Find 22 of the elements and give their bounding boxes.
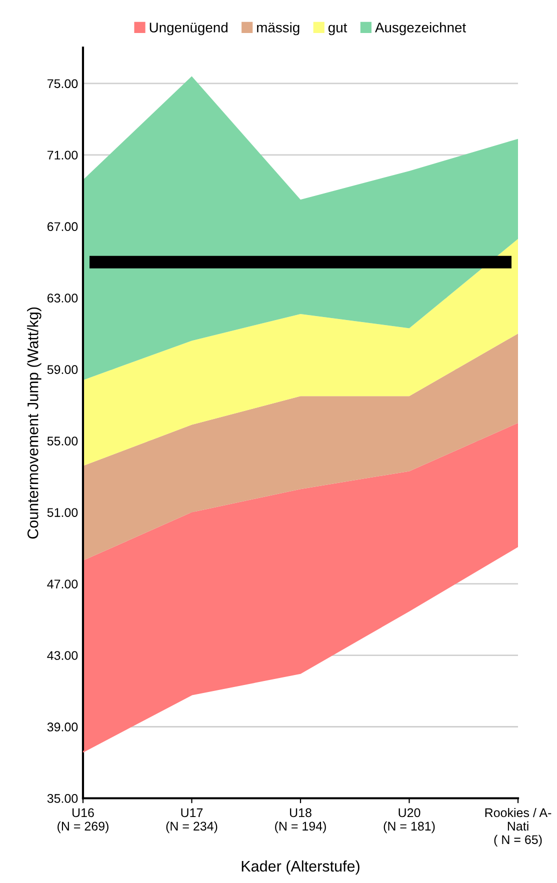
- legend-label: gut: [328, 23, 348, 36]
- legend-label: mässig: [257, 22, 300, 36]
- x-tick-label: U17 (N = 234): [166, 808, 218, 834]
- y-tick-label: 63.00: [47, 294, 78, 303]
- y-tick-label: 67.00: [47, 222, 78, 232]
- x-tick-label: U20 (N = 181): [384, 808, 435, 834]
- y-tick-label: 71.00: [47, 150, 78, 160]
- x-axis-title: Kader (Alterstufe): [242, 860, 360, 875]
- y-tick-label: 39.00: [47, 722, 78, 732]
- y-tick-label: 59.00: [47, 365, 78, 374]
- x-tick-label: U18 (N = 194): [275, 808, 326, 834]
- y-tick-label: 55.00: [47, 436, 78, 446]
- y-tick-label: 43.00: [47, 651, 78, 660]
- x-tick-label: U16 (N = 269): [58, 808, 108, 834]
- y-tick-label: 47.00: [47, 580, 78, 588]
- legend-label: Ausgezeichnet: [375, 22, 466, 36]
- y-tick-label: 75.00: [47, 79, 78, 88]
- legend-label: Ungenügend: [150, 22, 228, 36]
- y-tick-label: 35.00: [47, 794, 78, 803]
- x-tick-label: Rookies / A- Nati ( N = 65): [485, 808, 552, 847]
- y-tick-label: 51.00: [47, 508, 78, 517]
- y-axis-title: Countermovement Jump (Watt/kg): [27, 307, 42, 539]
